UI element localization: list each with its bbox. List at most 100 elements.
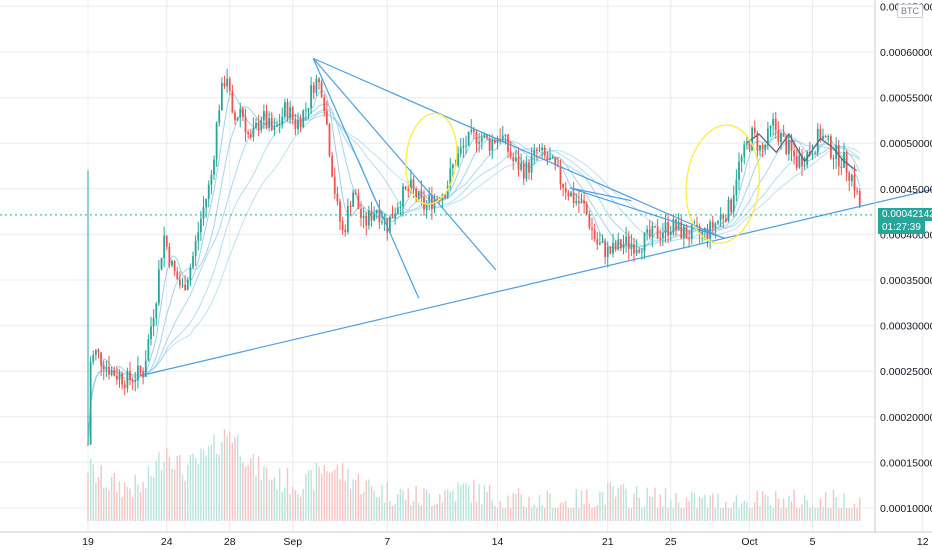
candle-body [604,241,607,257]
candle-body [486,134,488,138]
currency-unit-badge[interactable]: BTC [897,4,923,18]
candle-body [583,200,586,204]
candle-body [743,144,746,157]
candle-body [575,201,578,203]
candle-body [304,109,307,111]
trend-line[interactable] [312,57,497,271]
candle-body [798,155,801,168]
candle-body [661,232,664,238]
candle-body [362,215,365,219]
candle-body [281,116,284,124]
candle-body [320,82,323,98]
candle-body [260,120,263,130]
candle-body [289,107,292,118]
candle-body [646,229,649,233]
candle-body [677,221,680,230]
candle-body [202,207,205,219]
candle-body [121,373,124,385]
candle-body [612,242,614,254]
candle-body [315,78,318,93]
candle-body [407,189,410,191]
candle-body [328,124,331,156]
candle-body [102,365,105,370]
trend-line[interactable] [569,187,632,202]
candle-body [554,157,557,166]
candle-body [270,117,273,130]
candle-body [467,131,470,146]
candle-body [591,227,593,230]
candle-body [276,125,278,127]
time-axis[interactable]: 19 24 28 Sep 7 14 21 25 Oct 5 12 [0,531,932,548]
candle-body [856,190,859,192]
candle-body [559,166,562,184]
zigzag-path-line[interactable] [745,132,857,172]
y-tick-label: 0.00060000 [880,47,932,59]
candle-body [163,235,166,259]
candle-body [223,82,226,87]
candle-body [717,220,719,224]
candle-body [572,192,575,203]
candle-body [688,238,691,240]
candle-body [504,134,507,136]
candle-body [551,157,554,159]
candle-body [134,380,137,383]
x-tick-label: Oct [741,536,757,548]
trend-line[interactable] [139,184,932,377]
candle-body [310,85,313,108]
candle-body [255,122,257,128]
candle-body [709,221,712,239]
candle-body [845,152,848,173]
candle-body [325,111,328,125]
x-tick-label: 14 [492,536,504,548]
candle-body [286,102,289,118]
candle-body [333,176,336,194]
candle-body [189,267,192,281]
candle-body [732,195,735,212]
trend-line[interactable] [312,57,722,238]
candle-body [249,134,252,138]
annotation-ellipses[interactable] [402,111,765,247]
candle-body [635,249,638,254]
candle-body [339,201,341,222]
highlight-ellipse[interactable] [402,111,462,207]
candle-body [675,218,677,230]
candle-body [113,370,116,376]
trend-line[interactable] [312,58,420,299]
price-axis[interactable]: 0.00010000 0.00015000 0.00020000 0.00025000… [874,0,932,532]
y-tick-label: 0.00010000 [880,503,932,515]
x-tick-label: Sep [283,536,302,548]
candle-body [228,78,231,91]
candle-body [449,168,452,187]
candle-body [543,147,546,156]
candle-body [136,365,139,381]
candle-body [816,128,819,153]
candle-body [735,179,738,196]
candle-body [241,108,244,117]
trend-line[interactable] [569,187,725,239]
candle-body [239,108,242,118]
candle-body [585,203,588,215]
candle-body [236,117,239,121]
candle-body [680,221,683,239]
candle-body [205,199,208,208]
candle-body [173,260,176,272]
candle-body [331,155,334,177]
candle-body [714,223,717,229]
candle-body [87,444,89,446]
candle-body [706,228,709,239]
candle-body [472,129,475,132]
y-tick-label: 0.00020000 [880,412,932,424]
trend-lines[interactable] [139,57,932,377]
candle-body [94,349,97,355]
candle-body [533,149,536,156]
candle-body [593,229,596,240]
candle-body [667,222,670,236]
candle-body [853,175,856,191]
candle-body [152,317,155,327]
candle-body [738,161,740,180]
candle-body [318,78,320,83]
candle-body [724,218,727,222]
highlight-ellipse[interactable] [681,121,765,246]
candle-body [630,244,633,249]
